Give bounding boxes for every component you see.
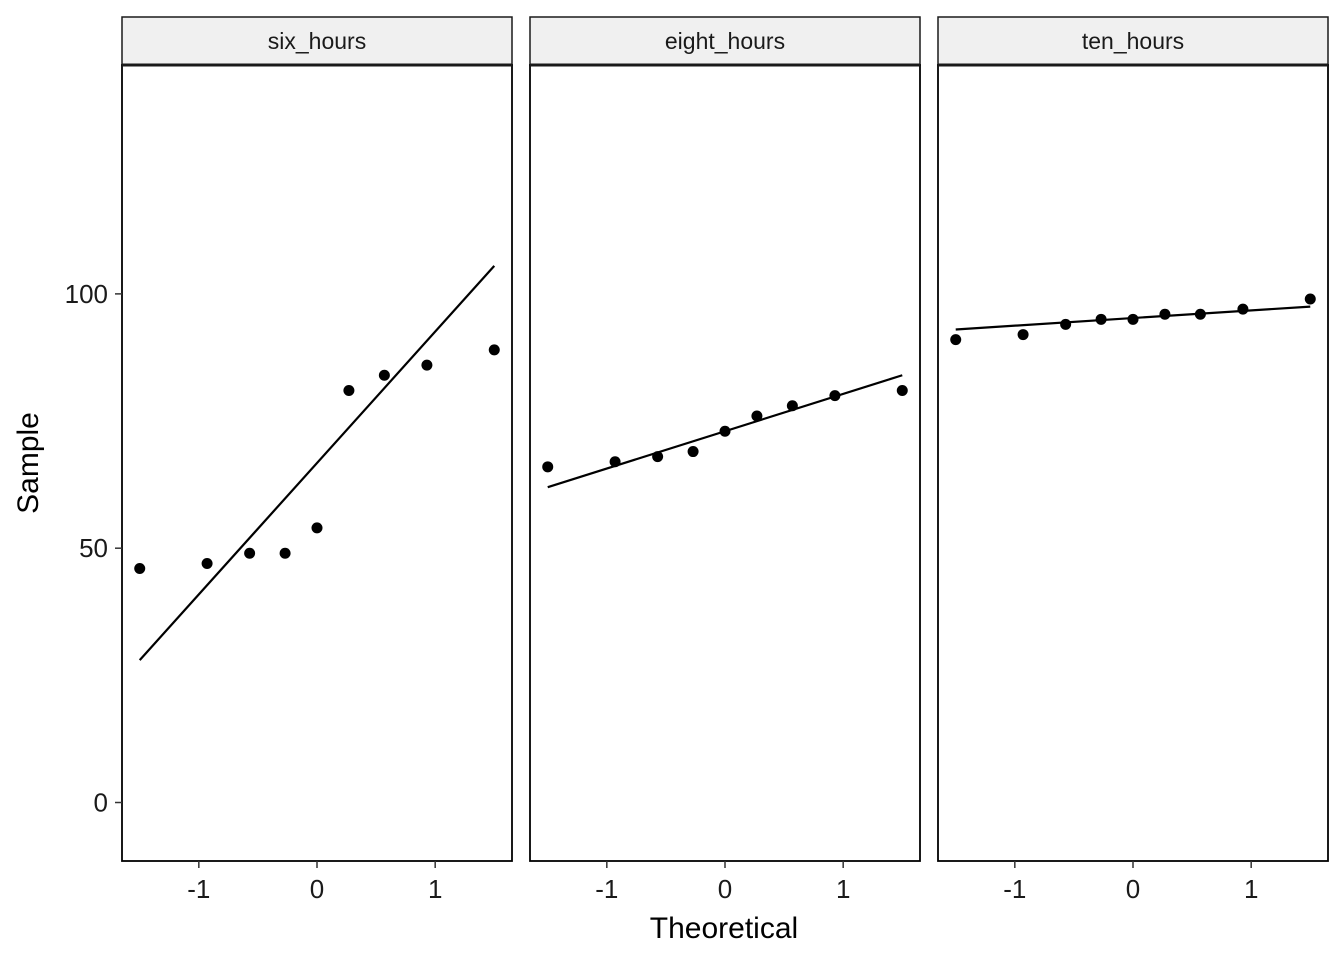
data-point [201, 557, 213, 569]
data-point [751, 410, 763, 422]
x-axis-title: Theoretical [650, 912, 798, 945]
facet-eight_hours: eight_hours -1 0 1 [529, 16, 921, 904]
data-point [311, 522, 323, 534]
panel-border [937, 64, 1329, 862]
data-point [1159, 308, 1171, 320]
y-axis-title: Sample [12, 412, 45, 514]
data-point [244, 547, 256, 559]
data-point [1237, 303, 1249, 315]
data-point [829, 390, 841, 402]
data-point [421, 359, 433, 371]
y-tick-label: 100 [65, 279, 108, 309]
data-point [719, 425, 731, 437]
facet-strip-label: eight_hours [665, 28, 785, 54]
facet-six_hours: six_hours -1 0 1 0 50 100 [65, 16, 513, 904]
facet-strip-label: six_hours [268, 28, 366, 54]
data-point [488, 344, 500, 356]
facet-strip [121, 16, 513, 66]
data-point [1060, 318, 1072, 330]
data-point [1304, 293, 1316, 305]
data-point [1194, 308, 1206, 320]
facet-strip-label: ten_hours [1082, 28, 1184, 54]
facet-ten_hours: ten_hours -1 0 1 [937, 16, 1329, 904]
data-point [786, 400, 798, 412]
data-point [896, 385, 908, 397]
x-tick-label: 0 [1126, 874, 1140, 904]
qq-reference-line [138, 265, 496, 661]
data-point [279, 547, 291, 559]
x-tick-label: 1 [836, 874, 850, 904]
data-point [950, 334, 962, 346]
x-tick-label: -1 [1003, 874, 1026, 904]
data-point [343, 385, 355, 397]
data-point [652, 451, 664, 463]
y-tick-label: 50 [79, 533, 108, 563]
facet-strip [529, 16, 921, 66]
data-point [378, 369, 390, 381]
data-point [609, 456, 621, 468]
data-point [542, 461, 554, 473]
data-point [1017, 329, 1029, 341]
x-tick-label: -1 [187, 874, 210, 904]
data-point [134, 563, 146, 575]
data-point [687, 446, 699, 458]
data-point [1095, 313, 1107, 325]
panel-border [529, 64, 921, 862]
x-tick-label: 1 [1244, 874, 1258, 904]
data-point [1127, 313, 1139, 325]
x-tick-label: -1 [595, 874, 618, 904]
x-tick-label: 0 [310, 874, 324, 904]
x-tick-label: 0 [718, 874, 732, 904]
y-tick-label: 0 [94, 788, 108, 818]
x-tick-label: 1 [428, 874, 442, 904]
